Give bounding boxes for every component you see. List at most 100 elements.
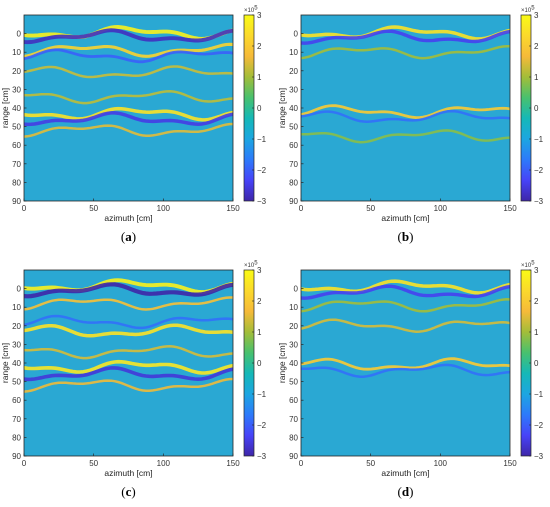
reflection-band-b-3 xyxy=(301,104,510,119)
y-tick-label-80: 80 xyxy=(289,178,298,187)
x-tick-label-50: 50 xyxy=(89,459,98,468)
x-axis-label: azimuth [cm] xyxy=(381,213,429,223)
y-tick-label-0: 0 xyxy=(17,30,22,39)
colorbar-tick-label--1: −1 xyxy=(257,135,267,144)
y-tick-label-0: 0 xyxy=(17,285,22,294)
colorbar-tick-label-2: 2 xyxy=(257,297,262,306)
colorbar-tick-label--3: −3 xyxy=(534,452,544,461)
heatmap-a xyxy=(24,15,233,201)
reflection-band-b-0 xyxy=(301,25,510,41)
y-tick-label-80: 80 xyxy=(12,433,21,442)
reflection-band-a-8 xyxy=(24,122,233,138)
y-tick-label-90: 90 xyxy=(12,197,21,206)
x-tick-label-100: 100 xyxy=(434,204,448,213)
y-tick-label-0: 0 xyxy=(294,30,299,39)
panel-caption-a: (a) xyxy=(121,229,136,244)
reflection-band-c-6 xyxy=(24,359,233,375)
colorbar-tick-label-0: 0 xyxy=(534,104,539,113)
reflection-band-d-1 xyxy=(301,284,510,300)
y-tick-label-40: 40 xyxy=(12,104,21,113)
colorbar-c: 3 2 1 0 −1 −2 −3 ×105 xyxy=(243,261,267,461)
colorbar-exponent: ×105 xyxy=(244,6,258,15)
colorbar-tick-label-2: 2 xyxy=(534,297,539,306)
y-tick-label-40: 40 xyxy=(289,104,298,113)
heatmap-c xyxy=(24,270,233,456)
colorbar-tick-label-2: 2 xyxy=(257,42,262,51)
reflection-band-c-0 xyxy=(24,278,233,295)
colorbar-tick-label-3: 3 xyxy=(257,266,262,275)
x-tick-label-150: 150 xyxy=(503,204,517,213)
colorbar-tick-label-3: 3 xyxy=(534,266,539,275)
reflection-band-a-5 xyxy=(24,90,233,105)
colorbar-tick-label-3: 3 xyxy=(257,11,262,20)
reflection-band-c-3 xyxy=(24,314,233,330)
colorbar-tick-label--3: −3 xyxy=(257,197,267,206)
colorbar-d: 3 2 1 0 −1 −2 −3 ×105 xyxy=(520,261,544,461)
y-tick-label-90: 90 xyxy=(289,452,298,461)
reflection-band-b-1 xyxy=(301,29,510,45)
y-tick-label-70: 70 xyxy=(289,160,298,169)
y-tick-label-80: 80 xyxy=(12,178,21,187)
reflection-band-a-4 xyxy=(24,65,233,79)
y-tick-label-70: 70 xyxy=(12,160,21,169)
x-tick-label-100: 100 xyxy=(157,459,171,468)
x-tick-label-50: 50 xyxy=(366,459,375,468)
y-tick-label-10: 10 xyxy=(289,48,298,57)
y-tick-label-30: 30 xyxy=(12,85,21,94)
colorbar-tick-label--1: −1 xyxy=(257,390,267,399)
reflection-band-d-0 xyxy=(301,279,510,295)
y-tick-label-50: 50 xyxy=(12,378,21,387)
x-tick-label-0: 0 xyxy=(299,459,304,468)
y-tick-label-30: 30 xyxy=(12,340,21,349)
heatmap-background xyxy=(301,15,510,201)
heatmap-d xyxy=(301,270,510,456)
colorbar-tick-label-2: 2 xyxy=(534,42,539,51)
y-tick-label-90: 90 xyxy=(12,452,21,461)
reflection-band-a-6 xyxy=(24,106,233,122)
colorbar-tick-label--1: −1 xyxy=(534,135,544,144)
colorbar-b: 3 2 1 0 −1 −2 −3 ×105 xyxy=(520,6,544,206)
x-tick-label-100: 100 xyxy=(157,204,171,213)
y-tick-label-20: 20 xyxy=(12,67,21,76)
y-tick-label-60: 60 xyxy=(12,396,21,405)
reflection-band-d-2 xyxy=(301,298,510,313)
reflection-band-b-5 xyxy=(301,129,510,144)
y-tick-label-60: 60 xyxy=(12,141,21,150)
y-tick-label-50: 50 xyxy=(289,378,298,387)
y-tick-label-20: 20 xyxy=(12,322,21,331)
colorbar-tick-label--1: −1 xyxy=(534,390,544,399)
colorbar-tick-label--2: −2 xyxy=(257,166,267,175)
y-axis-label: range [cm] xyxy=(0,88,10,128)
y-tick-label-20: 20 xyxy=(289,322,298,331)
colorbar-tick-label--3: −3 xyxy=(257,452,267,461)
y-tick-label-30: 30 xyxy=(289,340,298,349)
colorbar-exponent-power: 5 xyxy=(254,6,258,12)
colorbar-tick-label--2: −2 xyxy=(257,421,267,430)
y-tick-label-20: 20 xyxy=(289,67,298,76)
reflection-band-c-1 xyxy=(24,282,233,299)
x-axis-label: azimuth [cm] xyxy=(104,213,152,223)
y-axis-label: range [cm] xyxy=(277,343,287,383)
colorbar-a: 3 2 1 0 −1 −2 −3 ×105 xyxy=(243,6,267,206)
y-axis-label: range [cm] xyxy=(0,343,10,383)
colorbar-tick-label--2: −2 xyxy=(534,421,544,430)
x-tick-label-50: 50 xyxy=(89,204,98,213)
reflection-band-b-2 xyxy=(301,44,510,60)
x-tick-label-150: 150 xyxy=(226,204,240,213)
x-tick-label-50: 50 xyxy=(366,204,375,213)
reflection-band-d-3 xyxy=(301,318,510,333)
y-tick-label-50: 50 xyxy=(289,123,298,132)
colorbar-tick-label-1: 1 xyxy=(534,73,539,82)
reflection-band-a-7 xyxy=(24,111,233,127)
colorbar-tick-label-0: 0 xyxy=(534,359,539,368)
panel-caption-d: (d) xyxy=(398,484,414,499)
colorbar-tick-label-1: 1 xyxy=(257,73,262,82)
y-tick-label-40: 40 xyxy=(289,359,298,368)
y-tick-label-90: 90 xyxy=(289,197,298,206)
x-tick-label-150: 150 xyxy=(503,459,517,468)
y-tick-label-70: 70 xyxy=(12,415,21,424)
